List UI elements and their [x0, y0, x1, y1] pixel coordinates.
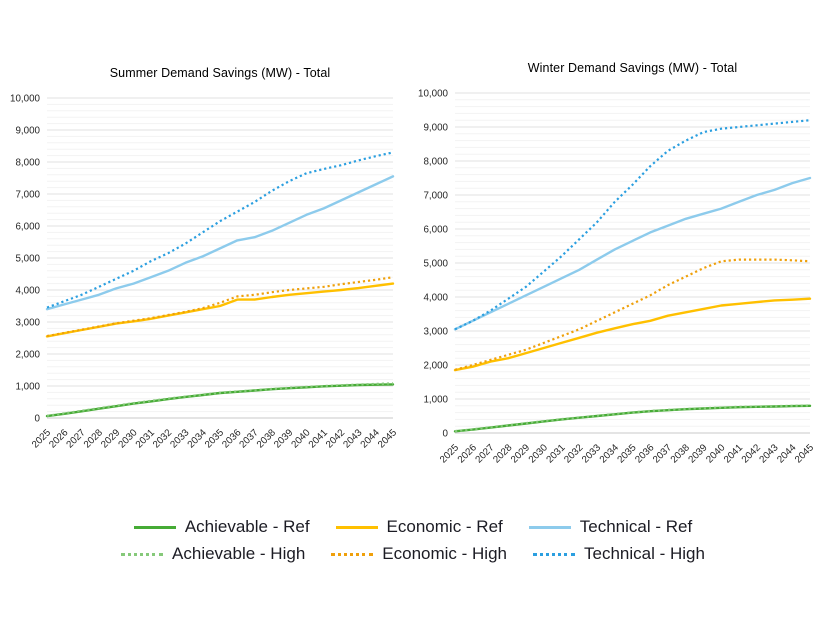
svg-text:2038: 2038 [669, 442, 693, 466]
svg-text:7,000: 7,000 [15, 190, 40, 201]
economic-high-line-swatch [331, 552, 374, 556]
svg-text:2039: 2039 [686, 442, 709, 465]
svg-text:2029: 2029 [99, 427, 122, 450]
legend-item-economic-ref: Economic - Ref [335, 517, 503, 537]
svg-text:2027: 2027 [473, 442, 496, 465]
svg-text:2025: 2025 [438, 442, 462, 466]
svg-text:2,000: 2,000 [423, 361, 448, 372]
legend-label-achievable-high: Achievable - High [172, 544, 306, 563]
svg-text:2,000: 2,000 [15, 350, 40, 361]
svg-text:2034: 2034 [598, 442, 622, 466]
summer-chart-title: Summer Demand Savings (MW) - Total [109, 66, 331, 80]
legend-label-economic-ref: Economic - Ref [386, 517, 503, 536]
summer-chart: Summer Demand Savings (MW) - Total 0 1,00… [1, 58, 411, 513]
svg-text:5,000: 5,000 [423, 259, 448, 270]
svg-text:6,000: 6,000 [15, 222, 40, 233]
svg-text:8,000: 8,000 [15, 158, 40, 169]
svg-text:9,000: 9,000 [423, 123, 448, 134]
svg-text:2041: 2041 [307, 427, 330, 450]
svg-text:2042: 2042 [740, 442, 763, 465]
technical-ref-line-swatch [528, 525, 571, 529]
legend-item-technical-ref: Technical - Ref [528, 517, 693, 537]
svg-text:2032: 2032 [562, 442, 585, 465]
svg-text:8,000: 8,000 [423, 157, 448, 168]
svg-text:2036: 2036 [633, 442, 657, 466]
svg-text:2031: 2031 [134, 427, 157, 450]
winter-chart-canvas: 0 1,000 2,000 3,000 4,000 5,000 6,000 7,000 8,00… [418, 89, 817, 466]
svg-text:2028: 2028 [491, 442, 515, 466]
svg-text:7,000: 7,000 [423, 191, 448, 202]
svg-text:2033: 2033 [580, 442, 604, 466]
svg-text:1,000: 1,000 [15, 382, 40, 393]
svg-text:2039: 2039 [272, 427, 295, 450]
svg-text:2037: 2037 [651, 442, 674, 465]
legend-item-achievable-ref: Achievable - Ref [133, 517, 310, 537]
technical-high-line-swatch [533, 552, 575, 556]
svg-text:10,000: 10,000 [418, 89, 449, 100]
svg-text:2045: 2045 [793, 442, 817, 466]
svg-text:0: 0 [443, 429, 449, 440]
svg-text:2035: 2035 [615, 442, 639, 466]
svg-text:2037: 2037 [238, 427, 261, 450]
svg-text:2032: 2032 [151, 427, 174, 450]
legend-item-achievable-high: Achievable - High [121, 544, 305, 564]
svg-text:4,000: 4,000 [423, 293, 448, 304]
svg-text:2027: 2027 [65, 427, 88, 450]
svg-text:3,000: 3,000 [15, 318, 40, 329]
svg-text:2044: 2044 [775, 442, 799, 466]
svg-text:4,000: 4,000 [15, 286, 40, 297]
svg-text:2041: 2041 [722, 442, 745, 465]
winter-chart: Winter Demand Savings (MW) - Total 0 1,00… [408, 53, 826, 513]
svg-text:2043: 2043 [757, 442, 781, 466]
achievable-high-line-swatch [121, 552, 164, 556]
legend: Achievable - Ref Economic - Ref Technica… [0, 517, 826, 571]
svg-text:2042: 2042 [324, 427, 347, 450]
legend-row-high: Achievable - High Economic - High Techni… [0, 544, 826, 564]
svg-text:2040: 2040 [704, 442, 728, 466]
achievable-ref-line-swatch [133, 525, 176, 529]
svg-text:2045: 2045 [376, 427, 400, 451]
summer-chart-canvas: 0 1,000 2,000 3,000 4,000 5,000 6,000 7,000 8,00… [10, 94, 400, 451]
legend-row-ref: Achievable - Ref Economic - Ref Technica… [0, 517, 826, 537]
svg-text:0: 0 [35, 414, 41, 425]
legend-label-technical-ref: Technical - Ref [579, 517, 693, 536]
svg-text:2026: 2026 [456, 442, 480, 466]
svg-text:10,000: 10,000 [10, 94, 41, 105]
svg-text:3,000: 3,000 [423, 327, 448, 338]
svg-text:5,000: 5,000 [15, 254, 40, 265]
svg-text:6,000: 6,000 [423, 225, 448, 236]
legend-label-economic-high: Economic - High [382, 544, 507, 563]
legend-label-achievable-ref: Achievable - Ref [184, 517, 310, 536]
svg-text:1,000: 1,000 [423, 395, 448, 406]
legend-label-technical-high: Technical - High [584, 544, 705, 563]
winter-chart-title: Winter Demand Savings (MW) - Total [527, 61, 738, 75]
svg-text:9,000: 9,000 [15, 126, 40, 137]
legend-item-technical-high: Technical - High [533, 544, 705, 564]
svg-text:2030: 2030 [527, 442, 551, 466]
economic-ref-line-swatch [335, 525, 378, 529]
svg-text:2031: 2031 [544, 442, 567, 465]
legend-item-economic-high: Economic - High [331, 544, 507, 564]
svg-text:2029: 2029 [509, 442, 532, 465]
